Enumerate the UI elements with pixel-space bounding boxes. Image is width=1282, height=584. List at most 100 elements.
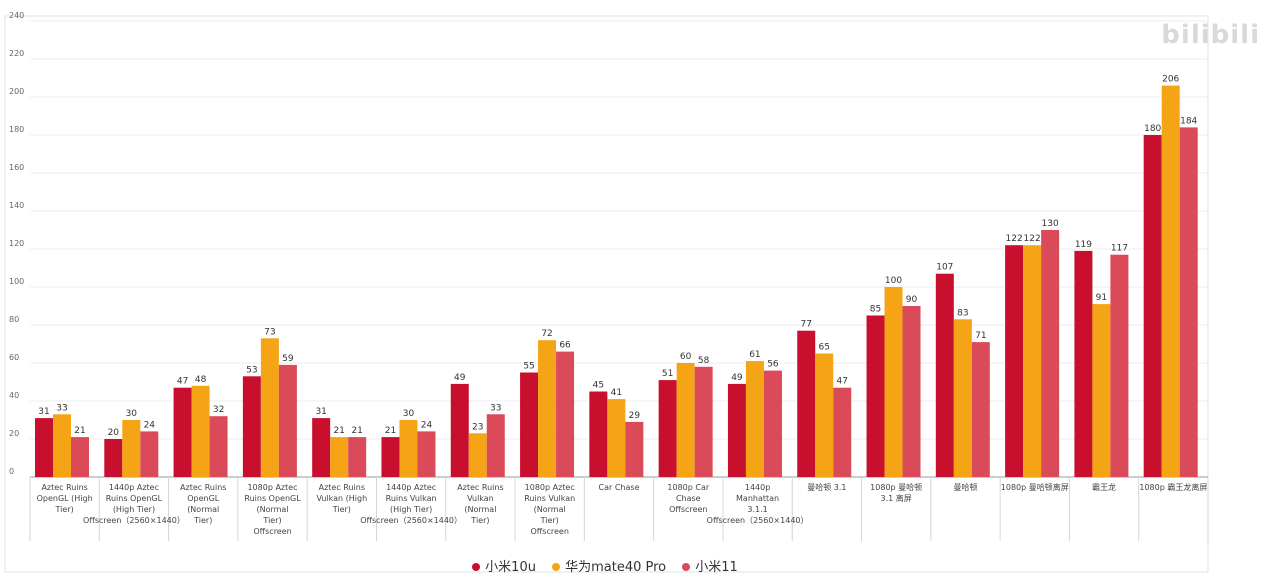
bars [35, 85, 1198, 478]
data-label: 58 [698, 356, 710, 366]
bar-series2 [1161, 85, 1180, 477]
bar-series3 [763, 370, 782, 477]
category-label: 1080p Aztec Ruins Vulkan (Normal Tier) Offsc… [524, 483, 575, 536]
bar-series3 [278, 364, 297, 477]
data-label: 60 [680, 352, 692, 362]
bar-series3 [833, 387, 852, 477]
bar-series2 [953, 319, 972, 477]
category-label: 1080p Car Chase Offscreen [667, 483, 709, 514]
data-label: 206 [1162, 75, 1179, 85]
y-tick-label: 160 [9, 163, 24, 172]
bar-series2 [53, 414, 71, 477]
data-label: 61 [749, 350, 760, 360]
data-label: 23 [472, 422, 483, 432]
category-label: 1440p Aztec Ruins Vulkan (High Tier) Offscr… [360, 483, 462, 525]
data-label: 33 [56, 403, 67, 413]
bar-series2 [745, 361, 764, 477]
bar-series1 [797, 330, 816, 477]
legend: 小米10u 华为mate40 Pro 小米11 [0, 556, 1210, 575]
data-label: 180 [1144, 124, 1161, 134]
bar-series3 [556, 351, 575, 477]
data-label: 47 [177, 377, 188, 387]
bar-series2 [260, 338, 279, 477]
data-label: 55 [523, 362, 534, 372]
data-label: 48 [195, 375, 207, 385]
category-label: Car Chase [599, 483, 640, 492]
y-tick-label: 40 [9, 391, 19, 400]
legend-item-series-1[interactable]: 小米10u [472, 556, 536, 575]
y-tick-label: 20 [9, 429, 19, 438]
bar-series2 [884, 287, 903, 477]
bar-series3 [417, 431, 436, 477]
bar-series2 [607, 399, 626, 477]
bar-series1 [381, 437, 400, 477]
data-label: 184 [1180, 116, 1197, 126]
data-label: 29 [629, 411, 641, 421]
bar-series1 [1074, 250, 1093, 477]
category-label: 1080p 霸王龙离屏 [1139, 482, 1207, 492]
data-label: 77 [801, 320, 812, 330]
data-label: 31 [38, 407, 49, 417]
data-label: 59 [282, 354, 294, 364]
bar-series1 [35, 418, 53, 477]
legend-marker-series-3 [682, 563, 691, 571]
category-label: Aztec Ruins OpenGL (Normal Tier) [180, 483, 226, 525]
data-label: 119 [1075, 240, 1092, 250]
data-label: 32 [213, 405, 224, 415]
data-label: 24 [144, 420, 156, 430]
legend-item-series-2[interactable]: 华为mate40 Pro [552, 556, 666, 575]
bar-series2 [1092, 304, 1111, 477]
legend-label-series-2: 华为mate40 Pro [565, 560, 667, 575]
data-label: 45 [593, 381, 604, 391]
bar-series1 [520, 372, 539, 477]
bar-series1 [589, 391, 608, 477]
bar-series3 [140, 431, 159, 477]
data-label: 130 [1042, 219, 1059, 229]
category-label: Aztec Ruins Vulkan (High Tier) [316, 483, 367, 514]
bar-series1 [242, 376, 261, 477]
data-label: 73 [264, 327, 275, 337]
bar-series2 [468, 433, 487, 477]
bar-series1 [727, 383, 746, 477]
y-tick-label: 120 [9, 239, 24, 248]
bar-series3 [694, 366, 713, 477]
y-tick-label: 200 [9, 87, 24, 96]
legend-item-series-3[interactable]: 小米11 [682, 556, 738, 575]
bar-series2 [676, 363, 695, 477]
bar-series2 [191, 385, 210, 477]
data-label: 21 [351, 426, 362, 436]
bar-series1 [173, 387, 192, 477]
bar-series2 [1023, 245, 1042, 477]
x-axis: Aztec Ruins OpenGL (High Tier) 1440p Aztec R… [29, 477, 1209, 541]
bar-series3 [486, 414, 505, 477]
data-label: 117 [1111, 244, 1128, 254]
category-label: Aztec Ruins Vulkan (Normal Tier) [457, 483, 503, 525]
category-label: 曼哈顿 3.1 [807, 482, 846, 492]
bar-series2 [330, 437, 349, 477]
bar-series3 [971, 342, 990, 477]
y-tick-label: 100 [9, 277, 24, 286]
bar-series3 [625, 421, 644, 477]
bar-series1 [1005, 245, 1024, 477]
category-label: 1080p Aztec Ruins OpenGL (Normal Tier) Offsc… [244, 483, 301, 536]
bar-series3 [1110, 254, 1129, 477]
legend-label-series-3: 小米11 [695, 560, 738, 575]
legend-marker-series-1 [472, 563, 481, 571]
data-label: 33 [490, 403, 501, 413]
category-label: Aztec Ruins OpenGL (High Tier) [37, 483, 93, 514]
bar-series3 [71, 437, 89, 477]
data-label: 85 [870, 305, 881, 315]
category-label: 霸王龙 [1092, 482, 1116, 492]
bar-series2 [538, 340, 557, 477]
bar-series3 [348, 437, 367, 477]
y-tick-label: 140 [9, 201, 24, 210]
data-label: 21 [333, 426, 344, 436]
data-label: 65 [819, 343, 830, 353]
data-label: 91 [1096, 293, 1107, 303]
data-label: 21 [74, 426, 85, 436]
bar-series1 [1143, 135, 1162, 477]
data-label: 20 [108, 428, 120, 438]
bar-series3 [902, 306, 921, 477]
bar-series1 [658, 380, 677, 477]
